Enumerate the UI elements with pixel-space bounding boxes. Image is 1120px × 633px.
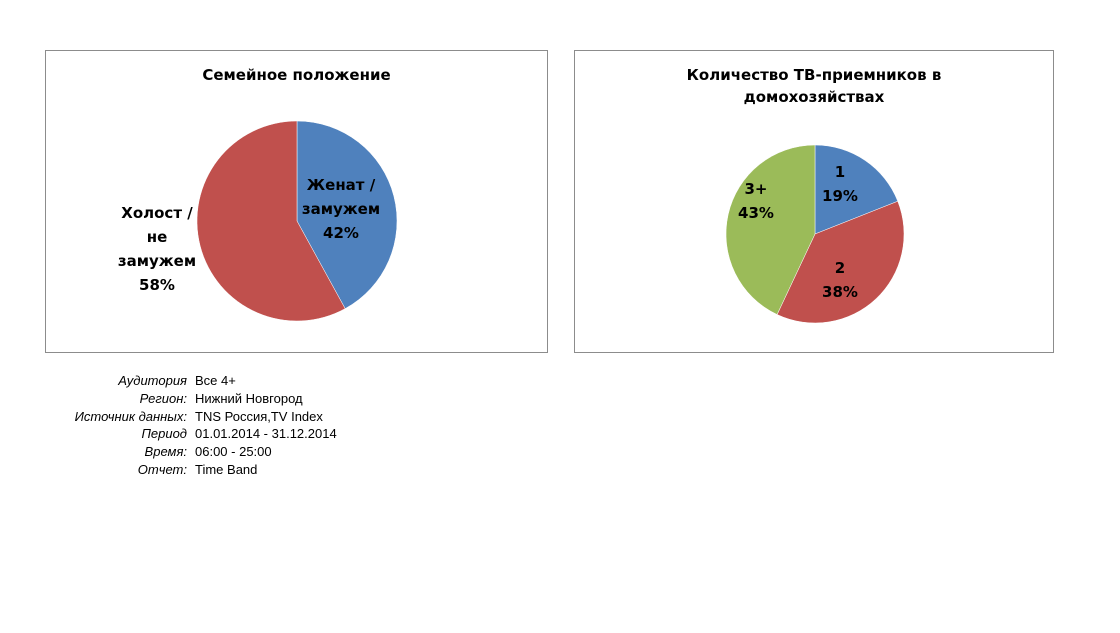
slice-label: 1 19% (822, 163, 858, 205)
info-label: Время: (144, 444, 187, 460)
info-value: 01.01.2014 - 31.12.2014 (195, 426, 337, 442)
info-label: Регион: (139, 390, 187, 406)
slice-category-label: 2 (835, 259, 845, 277)
chart-marital-status: Семейное положение Женат / замужем 42% Холо… (45, 50, 548, 353)
slice-label: 2 38% (822, 259, 858, 301)
slice-category-label: замужем (118, 252, 196, 270)
chart-title: Количество ТВ-приемников в домохозяйства… (686, 66, 942, 106)
chart-tv-receivers: Количество ТВ-приемников в домохозяйства… (574, 50, 1054, 353)
pie-slice (296, 120, 398, 309)
info-label: Аудитория (118, 373, 187, 388)
slice-category-label: не (147, 228, 168, 246)
slice-label: 3+ 43% (738, 180, 774, 222)
slice-label: Женат / замужем 42% (302, 176, 380, 242)
slice-value-label: 58% (139, 276, 175, 294)
slice-value-label: 19% (822, 187, 858, 205)
info-label: Источник данных: (74, 408, 187, 424)
info-value: Все 4+ (195, 373, 236, 388)
info-row: Источник данных: TNS Россия,TV Index (55, 408, 337, 426)
pie-chart: 1 19%2 38%3+ 43% (725, 144, 905, 324)
info-value: 06:00 - 25:00 (195, 444, 272, 460)
slice-label: Холост / не замужем 58% (118, 204, 196, 294)
slice-category-label: замужем (302, 200, 380, 218)
slice-value-label: 42% (323, 224, 359, 242)
chart-title: Семейное положение (202, 66, 391, 84)
info-value: Нижний Новгород (195, 390, 303, 406)
pie-slice (776, 200, 905, 324)
pie-slice (725, 144, 816, 315)
slice-category-label: Холост / (121, 204, 193, 222)
pie-slice (196, 120, 346, 322)
slice-category-label: Женат / (307, 176, 376, 194)
info-value: TNS Россия,TV Index (195, 408, 323, 424)
slice-value-label: 38% (822, 283, 858, 301)
report-info: Аудитория Все 4+ Регион: Нижний Новгород… (55, 372, 337, 479)
info-label: Период (141, 426, 187, 442)
info-row: Время: 06:00 - 25:00 (55, 443, 337, 461)
slice-category-label: 1 (835, 163, 845, 181)
info-label: Отчет: (137, 461, 187, 477)
info-row: Отчет: Time Band (55, 461, 337, 479)
slice-value-label: 43% (738, 204, 774, 222)
pie-slice (814, 144, 899, 235)
pie-chart: Женат / замужем 42% Холост / не замужем 58% (118, 120, 398, 322)
info-row: Регион: Нижний Новгород (55, 390, 337, 408)
info-row: Аудитория Все 4+ (55, 372, 337, 390)
info-value: Time Band (195, 461, 258, 477)
info-row: Период 01.01.2014 - 31.12.2014 (55, 425, 337, 443)
slice-category-label: 3+ (744, 180, 767, 198)
